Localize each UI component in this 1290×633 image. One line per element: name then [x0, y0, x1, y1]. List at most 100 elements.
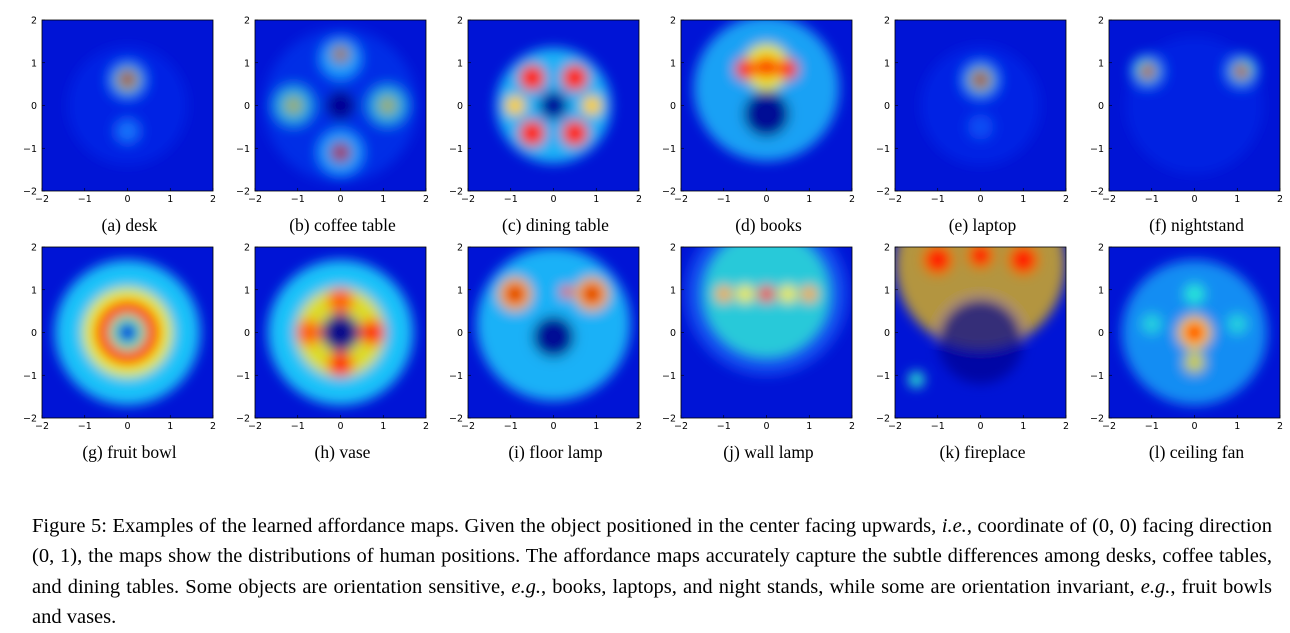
y-tick-label: −1 [236, 371, 250, 382]
heatmap: −2−2 −1 −1 0 0 1 1 2 2 [23, 243, 216, 433]
x-tick-label: 2 [636, 194, 642, 205]
y-tick-label: −1 [876, 371, 890, 382]
x-tick-label: −1 [717, 194, 731, 205]
y-tick-label: 2 [1098, 16, 1104, 27]
figure-caption: Figure 5: Examples of the learned afford… [32, 511, 1272, 633]
affordance-map-panel: −2 −2 −1 −1 0 0 1 1 2 2 (e) laptop [875, 16, 1080, 239]
x-tick-label: 1 [1020, 194, 1026, 205]
heat-blob [967, 247, 994, 269]
x-tick-label: −1 [717, 421, 731, 432]
x-tick-label: −2 [1102, 421, 1116, 432]
y-tick-label: 0 [244, 328, 250, 339]
x-tick-label: −2 [674, 194, 688, 205]
y-tick-label: −2 [23, 414, 37, 425]
x-tick-label: 1 [1234, 194, 1240, 205]
x-tick-label: 1 [1234, 421, 1240, 432]
x-tick-label: 1 [806, 421, 812, 432]
heat-blob [1183, 283, 1206, 305]
subfigure-caption: (e) laptop [948, 215, 1017, 235]
x-tick-label: 1 [806, 194, 812, 205]
y-tick-label: −2 [236, 187, 250, 198]
x-tick-label: 1 [593, 194, 599, 205]
heat-blob [777, 58, 799, 80]
y-tick-label: 2 [244, 16, 250, 27]
heat-blob [518, 119, 546, 147]
y-tick-label: 2 [457, 243, 463, 254]
x-tick-label: −2 [461, 421, 475, 432]
subfigure-caption: (h) vase [314, 442, 371, 462]
heatmap: −2−2 −1 −1 0 0 1 1 2 2 [236, 16, 429, 206]
heatmap: −2−2 −1 −1 0 0 1 1 2 2 [662, 16, 855, 206]
y-tick-label: 0 [31, 101, 37, 112]
heat-blob [359, 319, 386, 346]
x-tick-label: −2 [888, 194, 902, 205]
y-tick-label: −2 [876, 187, 890, 198]
y-tick-label: 2 [884, 243, 890, 254]
x-tick-label: 2 [849, 194, 855, 205]
affordance-map-panel: −2 −2 −1 −1 0 0 1 1 2 2 (h) vase [235, 243, 440, 466]
heat-blob [116, 321, 139, 344]
heat-blob [922, 247, 953, 275]
heat-blob [561, 64, 589, 92]
heat-blob [800, 285, 818, 303]
figure-grid: −2 −2 −1 −1 0 0 1 1 2 2 (a) desk −2 −2 −1 −1 0 0 1 1 2 2 (b) … [23, 16, 1290, 466]
x-tick-label: 0 [763, 194, 769, 205]
y-tick-label: 2 [457, 16, 463, 27]
x-tick-label: −1 [1145, 194, 1159, 205]
affordance-map-panel: −2 −2 −1 −1 0 0 1 1 2 2 (k) fireplace [875, 243, 1080, 466]
y-tick-label: −1 [662, 371, 676, 382]
affordance-map-panel: −2 −2 −1 −1 0 0 1 1 2 2 (b) coffee table [235, 16, 440, 239]
heatmap: −2−2 −1 −1 0 0 1 1 2 2 [449, 16, 642, 206]
heat-blob [734, 58, 756, 80]
x-tick-label: −1 [1145, 421, 1159, 432]
y-tick-label: 1 [244, 285, 250, 296]
y-tick-label: 0 [457, 101, 463, 112]
x-tick-label: −1 [78, 194, 92, 205]
y-tick-label: 2 [244, 243, 250, 254]
y-tick-label: 0 [670, 328, 676, 339]
affordance-map-panel: −2 −2 −1 −1 0 0 1 1 2 2 (i) floor lamp [448, 243, 653, 466]
heat-blob [715, 285, 733, 303]
x-tick-label: 0 [1191, 194, 1197, 205]
x-tick-label: 0 [977, 421, 983, 432]
x-tick-label: −2 [888, 421, 902, 432]
heat-blob [327, 351, 354, 378]
y-tick-label: 1 [884, 285, 890, 296]
heat-blob [582, 284, 602, 304]
y-tick-label: −2 [449, 414, 463, 425]
y-tick-label: −1 [876, 144, 890, 155]
heat-blob [504, 94, 526, 117]
x-tick-label: −2 [35, 194, 49, 205]
y-tick-label: 2 [31, 243, 37, 254]
y-tick-label: 1 [884, 58, 890, 69]
x-tick-label: 2 [1277, 421, 1283, 432]
heat-blob [581, 94, 603, 117]
y-tick-label: −2 [23, 187, 37, 198]
caption-eg: e.g. [1140, 575, 1171, 598]
y-tick-label: 2 [670, 16, 676, 27]
x-tick-label: 0 [550, 421, 556, 432]
y-tick-label: 0 [884, 328, 890, 339]
heat-blob [757, 285, 776, 303]
x-tick-label: 0 [550, 194, 556, 205]
x-tick-label: 1 [167, 194, 173, 205]
affordance-map-panel: −2 −2 −1 −1 0 0 1 1 2 2 (l) ceiling fan [1089, 243, 1290, 466]
subfigure-caption: (a) desk [101, 215, 158, 235]
y-tick-label: −2 [449, 187, 463, 198]
caption-text: , coordinate of (0, 0) facing direction … [32, 514, 1273, 598]
x-tick-label: −2 [674, 421, 688, 432]
y-tick-label: −1 [236, 144, 250, 155]
y-tick-label: −1 [449, 144, 463, 155]
x-tick-label: 1 [380, 194, 386, 205]
y-tick-label: 1 [31, 285, 37, 296]
heat-blob [538, 90, 569, 121]
subfigure-caption: (d) books [735, 215, 802, 235]
x-tick-label: 2 [423, 194, 429, 205]
caption-text: Figure 5: Examples of the learned afford… [32, 514, 942, 537]
x-tick-label: 0 [977, 194, 983, 205]
y-tick-label: 1 [1098, 285, 1104, 296]
x-tick-label: 2 [210, 194, 216, 205]
heat-blob [327, 287, 354, 314]
x-tick-label: 2 [210, 421, 216, 432]
subfigure-caption: (l) ceiling fan [1148, 442, 1245, 462]
